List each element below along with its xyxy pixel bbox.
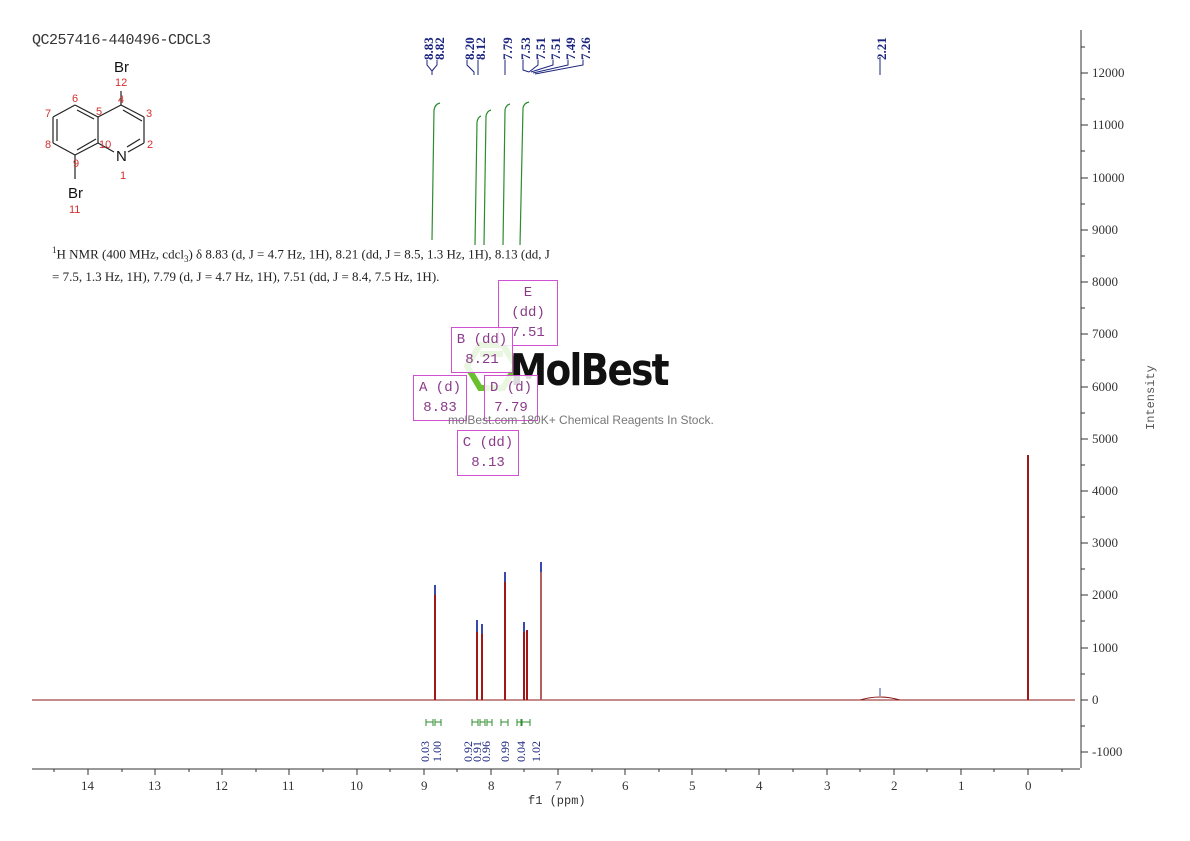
x-tick-label: 2 xyxy=(891,778,898,793)
integral-brackets xyxy=(425,719,531,726)
x-tick-label: 5 xyxy=(689,778,696,793)
y-tick-label: 8000 xyxy=(1092,274,1118,289)
integral-value: 0.04 xyxy=(514,741,528,762)
nmr-description: 1H NMR (400 MHz, cdcl3) δ 8.83 (d, J = 4… xyxy=(52,242,632,285)
y-tick-label: 10000 xyxy=(1092,170,1125,185)
integral-value: 1.00 xyxy=(430,741,444,762)
description-superscript: 1 xyxy=(52,245,57,255)
integral-value: 1.02 xyxy=(529,741,543,762)
peak-label-leaders xyxy=(426,57,881,75)
multiplet-label: A (d) xyxy=(418,380,461,396)
y-tick-label: 12000 xyxy=(1092,65,1125,80)
integral-value: 0.96 xyxy=(479,741,493,762)
svg-text:3: 3 xyxy=(146,108,152,120)
y-axis-ticks xyxy=(1081,46,1088,753)
bromine-atom-top: Br xyxy=(114,59,129,76)
multiplet-value: 7.51 xyxy=(511,325,545,341)
multiplet-label: B (dd) xyxy=(456,332,508,348)
y-tick-label: 9000 xyxy=(1092,222,1118,237)
x-tick-label: 1 xyxy=(958,778,965,793)
y-tick-label: 6000 xyxy=(1092,379,1118,394)
svg-text:5: 5 xyxy=(96,106,102,118)
x-tick-label: 11 xyxy=(282,778,295,793)
svg-text:10: 10 xyxy=(99,139,111,151)
y-tick-label: 7000 xyxy=(1092,326,1118,341)
y-tick-label: 3000 xyxy=(1092,535,1118,550)
multiplet-box-b: B (dd) 8.21 xyxy=(451,327,513,373)
description-line1b: ) δ 8.83 (d, J = 4.7 Hz, 1H), 8.21 (dd, … xyxy=(188,246,550,262)
y-tick-label: -1000 xyxy=(1092,744,1123,759)
chemical-structure: Br Br N 12 4 6 7 8 9 5 10 3 2 1 11 xyxy=(45,59,153,216)
multiplet-box-a: A (d) 8.83 xyxy=(413,375,467,421)
svg-text:7: 7 xyxy=(45,108,51,120)
y-axis-title: Intensity xyxy=(1144,365,1158,430)
svg-text:8: 8 xyxy=(45,139,51,151)
svg-text:4: 4 xyxy=(118,94,124,106)
x-tick-label: 9 xyxy=(421,778,428,793)
y-tick-label: 5000 xyxy=(1092,431,1118,446)
x-tick-label: 10 xyxy=(350,778,363,793)
multiplet-value: 8.21 xyxy=(465,352,499,368)
x-tick-label: 8 xyxy=(488,778,495,793)
y-tick-label: 0 xyxy=(1092,692,1099,707)
sample-id-title: QC257416-440496-CDCL3 xyxy=(32,32,211,49)
y-tick-label: 11000 xyxy=(1092,117,1125,132)
x-tick-label: 12 xyxy=(215,778,228,793)
x-tick-label: 14 xyxy=(81,778,94,793)
peak-markers xyxy=(434,562,881,696)
multiplet-value: 8.83 xyxy=(423,400,457,416)
multiplet-label: E (dd) xyxy=(511,285,545,321)
description-line1: H NMR (400 MHz, cdcl xyxy=(56,246,184,262)
multiplet-value: 7.79 xyxy=(494,400,528,416)
multiplet-label: D (d) xyxy=(489,380,532,396)
integral-value: 0.99 xyxy=(498,741,512,762)
x-axis-title: f1 (ppm) xyxy=(528,794,586,808)
integral-curves xyxy=(431,101,530,246)
svg-text:9: 9 xyxy=(73,158,79,170)
multiplet-box-d: D (d) 7.79 xyxy=(484,375,538,421)
y-tick-label: 2000 xyxy=(1092,587,1118,602)
multiplet-value: 8.13 xyxy=(471,455,505,471)
x-tick-label: 3 xyxy=(824,778,831,793)
x-tick-label: 0 xyxy=(1025,778,1032,793)
bromine-atom-bottom: Br xyxy=(68,185,83,202)
x-tick-label: 13 xyxy=(148,778,161,793)
nitrogen-atom: N xyxy=(116,148,127,165)
multiplet-label: C (dd) xyxy=(462,435,514,451)
watermark-tagline: molBest.com 180K+ Chemical Reagents In S… xyxy=(448,413,714,427)
x-tick-label: 6 xyxy=(622,778,629,793)
minor-peak xyxy=(859,696,901,701)
description-line2: = 7.5, 1.3 Hz, 1H), 7.79 (d, J = 4.7 Hz,… xyxy=(52,268,440,284)
x-tick-label: 7 xyxy=(555,778,562,793)
multiplet-box-c: C (dd) 8.13 xyxy=(457,430,519,476)
svg-text:12: 12 xyxy=(115,77,127,89)
x-axis-ticks xyxy=(53,769,1063,775)
y-tick-label: 1000 xyxy=(1092,640,1118,655)
x-tick-label: 4 xyxy=(756,778,763,793)
svg-text:6: 6 xyxy=(72,93,78,105)
svg-text:2: 2 xyxy=(147,139,153,151)
svg-text:1: 1 xyxy=(120,170,126,182)
description-subscript: 3 xyxy=(183,253,189,264)
spectrum-peaks xyxy=(434,455,1029,700)
svg-text:11: 11 xyxy=(69,204,80,216)
y-tick-label: 4000 xyxy=(1092,483,1118,498)
